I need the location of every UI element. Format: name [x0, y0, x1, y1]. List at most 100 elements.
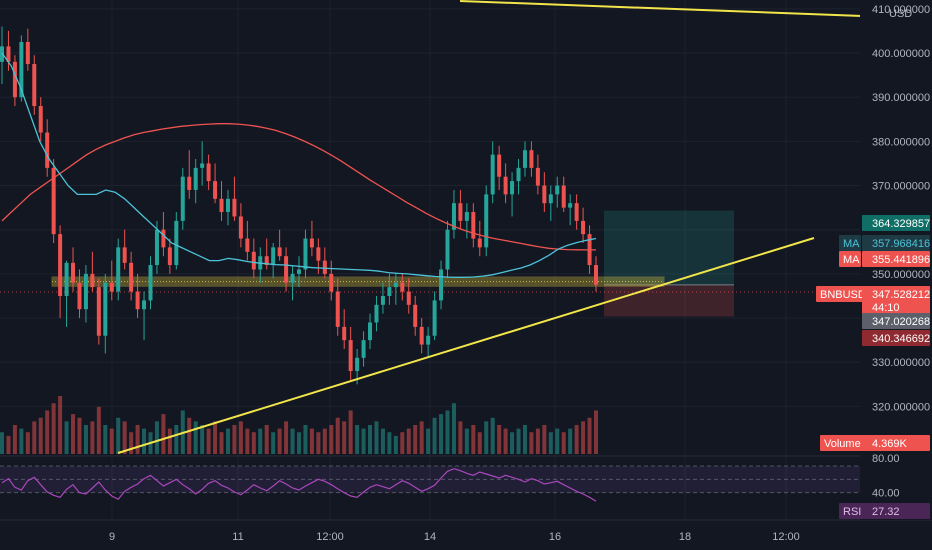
- candle: [90, 251, 95, 292]
- candle-body: [316, 247, 321, 261]
- candle-body: [471, 212, 476, 239]
- volume-bar: [19, 428, 24, 454]
- volume-bar: [200, 425, 205, 454]
- candle-body: [400, 282, 405, 292]
- candle-body: [109, 282, 114, 292]
- candle-body: [529, 150, 534, 168]
- candle: [290, 265, 295, 301]
- candle-body: [58, 234, 63, 296]
- candle: [103, 273, 108, 354]
- candle: [484, 185, 489, 257]
- symbol-name-tag-bg: [816, 286, 866, 302]
- candle: [135, 273, 140, 319]
- volume-bar: [277, 428, 282, 454]
- candle: [439, 260, 444, 310]
- ma-slow-value-tag-text: 355.441896: [872, 254, 930, 266]
- candle-body: [251, 251, 256, 270]
- time-axis[interactable]: 9 11 12:00 14 16 18 12:00: [109, 531, 800, 543]
- candle-body: [19, 41, 24, 98]
- candle: [561, 176, 566, 213]
- candle: [264, 238, 269, 270]
- candle-body: [432, 300, 437, 336]
- price-tick-label: 330.000000: [872, 357, 930, 369]
- volume-value-tag-text: 4.369K: [872, 438, 908, 450]
- volume-bar: [335, 417, 340, 454]
- candle-body: [303, 238, 308, 270]
- support-zone[interactable]: [51, 276, 665, 287]
- time-tick-label: 12:00: [316, 531, 344, 543]
- volume-bar: [426, 428, 431, 454]
- candle-body: [329, 273, 334, 292]
- candle-body: [510, 181, 515, 195]
- candle-body: [200, 163, 205, 168]
- volume-bar: [25, 432, 30, 454]
- volume-bar: [64, 421, 69, 454]
- candle-body: [555, 185, 560, 195]
- candle-body: [355, 357, 360, 372]
- candle-body: [148, 265, 153, 301]
- candle-body: [277, 247, 282, 257]
- candle-body: [451, 203, 456, 230]
- volume-bar: [122, 421, 127, 454]
- volume-bar: [258, 428, 263, 454]
- candle: [522, 141, 527, 177]
- volume-bar: [574, 425, 579, 454]
- volume-bar: [503, 428, 508, 454]
- candle: [555, 176, 560, 208]
- volume-bar: [342, 421, 347, 454]
- price-tick-label: 410.000000: [872, 4, 930, 16]
- candle-body: [187, 176, 192, 190]
- cursor-price-tag-text: 347.020268: [872, 316, 930, 328]
- candle: [380, 282, 385, 314]
- candle-body: [193, 167, 198, 190]
- volume-bar: [587, 417, 592, 454]
- volume-name-tag-text: Volume: [824, 438, 861, 450]
- candle: [503, 163, 508, 204]
- candle: [432, 291, 437, 341]
- candle: [335, 278, 340, 336]
- candle-body: [393, 282, 398, 288]
- candle: [206, 154, 211, 190]
- ma-fast-name-tag-bg: [839, 235, 861, 251]
- volume-bar: [380, 428, 385, 454]
- candle-body: [174, 220, 179, 266]
- volume-bar: [142, 428, 147, 454]
- candle-body: [167, 247, 172, 266]
- candle: [348, 326, 353, 380]
- candle: [161, 212, 166, 257]
- rsi-line: [1, 468, 597, 502]
- candle: [213, 163, 218, 204]
- candle: [529, 141, 534, 177]
- candle-body: [516, 167, 521, 182]
- volume-bar: [0, 432, 5, 454]
- volume-bar: [161, 414, 166, 454]
- candle-body: [522, 150, 527, 168]
- ma-fast-value-tag-text: 357.968416: [872, 238, 930, 250]
- candle: [464, 203, 469, 239]
- candle: [451, 189, 456, 239]
- candle-body: [561, 185, 566, 208]
- candle: [593, 256, 599, 292]
- candle-body: [445, 229, 450, 270]
- candle: [535, 154, 540, 195]
- trendlines[interactable]: [117, 0, 863, 454]
- candle-body: [38, 106, 43, 133]
- candle-body: [309, 238, 314, 248]
- candle: [400, 273, 405, 301]
- candle-body: [322, 260, 327, 274]
- candle-body: [64, 262, 69, 296]
- volume-bar: [96, 406, 101, 454]
- candle-body: [77, 282, 82, 310]
- volume-bar: [464, 428, 469, 454]
- volume-bar: [535, 428, 540, 454]
- volume-bar: [439, 414, 444, 454]
- candle-body: [142, 300, 147, 310]
- candle: [419, 318, 424, 354]
- volume-name-tag-bg: [820, 435, 870, 451]
- candle-body: [271, 247, 276, 266]
- volume-bar: [12, 425, 17, 454]
- long-position-tool[interactable]: [604, 210, 734, 317]
- ma-fast-name-tag-text: MA: [843, 238, 860, 250]
